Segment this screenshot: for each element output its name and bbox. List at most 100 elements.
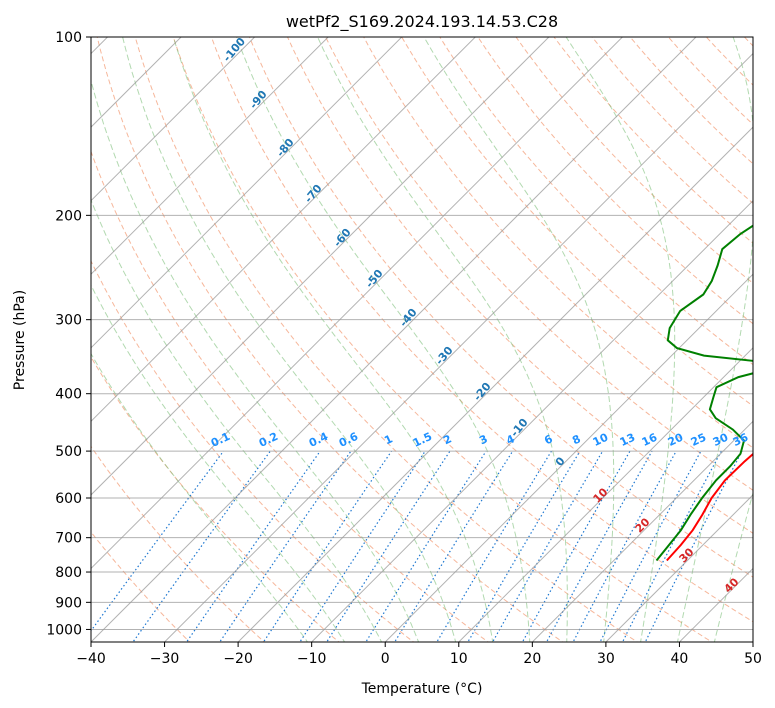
mixing-ratio-line (599, 450, 702, 642)
chart-title: wetPf2_S169.2024.193.14.53.C28 (286, 12, 558, 32)
isotherm-line (237, 126, 753, 642)
dry-adiabat-line (477, 37, 753, 325)
y-axis: 1000 900 800 700 600 500 400 300 200 100 (46, 30, 91, 638)
y-axis-title: Pressure (hPa) (12, 290, 28, 390)
moist-adiabat-line (423, 37, 615, 642)
mixing-ratio-line (621, 450, 722, 642)
x-tick-label: −40 (76, 651, 106, 667)
moist-adiabat-line (122, 37, 457, 642)
isotherm-line (91, 37, 329, 275)
moist-adiabat-label: -40 (397, 306, 420, 330)
mixing-ratio-line (132, 450, 271, 642)
dry-adiabat-line (91, 531, 191, 642)
moist-adiabat-line (91, 352, 309, 642)
adiabat-labels: -100-90-80-70-60-50-40-30-20-1000.1 0.2 0.… (209, 35, 751, 596)
isotherm-line (752, 641, 753, 642)
y-tick-label: 300 (55, 313, 82, 329)
mixing-ratio-label: 13 (618, 431, 637, 449)
mixing-ratio-line (365, 450, 487, 642)
isotherm-line (91, 37, 697, 642)
mixing-ratio-line (325, 450, 451, 642)
x-tick-label: 20 (523, 651, 541, 667)
moist-adiabat-line (317, 37, 568, 642)
moist-adiabat-label: -20 (471, 380, 494, 404)
y-tick-label: 1000 (46, 622, 82, 638)
mixing-ratio-line (262, 450, 392, 642)
moist-adiabat-label: -50 (363, 267, 386, 291)
isotherm-line (91, 37, 256, 202)
temperature-profile-line (666, 452, 753, 562)
dry-adiabat-line (91, 150, 489, 642)
dry-adiabat-line (769, 24, 775, 645)
moist-adiabat-label: 0 (553, 454, 568, 468)
isotherm-line (458, 347, 753, 642)
x-tick-label: −30 (150, 651, 180, 667)
mixing-ratio-line (299, 450, 426, 642)
dry-adiabat-line (401, 37, 753, 407)
y-tick-label: 600 (55, 491, 82, 507)
moist-adiabat-line (713, 491, 753, 642)
moist-adiabat-line (565, 37, 676, 642)
isotherm-line (91, 37, 550, 496)
dry-adiabat-label: 40 (722, 575, 742, 595)
moist-adiabat-label: -70 (302, 182, 325, 206)
isotherm-line (91, 37, 477, 423)
mixing-ratio-label: 25 (689, 431, 708, 449)
mixing-ratio-label: 10 (591, 431, 611, 449)
mixing-ratio-label: 8 (570, 432, 582, 447)
x-axis: −40 −30 −20 −10 0 10 20 30 40 50 (76, 642, 762, 667)
moist-adiabat-line (91, 198, 383, 642)
x-axis-title: Temperature (°C) (361, 681, 483, 697)
dry-adiabat-line (705, 37, 753, 86)
moist-adiabat-line (172, 37, 494, 642)
y-tick-label: 500 (55, 444, 82, 460)
mixing-ratio-line (644, 450, 743, 642)
isotherm-line (91, 37, 403, 349)
mixing-ratio-line (394, 450, 514, 642)
isotherm-isobar-grid (91, 37, 753, 642)
moist-adiabat-label: -60 (331, 226, 354, 250)
dry-adiabat-line (172, 37, 713, 642)
mixing-ratio-label: 20 (666, 431, 686, 449)
x-tick-label: −20 (223, 651, 253, 667)
mixing-ratio-label: 1.5 (411, 430, 434, 450)
dry-adiabat-line (363, 37, 753, 449)
moist-adiabat-label: -80 (274, 136, 297, 160)
y-tick-label: 900 (55, 595, 82, 611)
mixing-ratio-line (572, 450, 677, 642)
x-tick-label: 30 (597, 651, 615, 667)
x-tick-label: 0 (381, 651, 390, 667)
mixing-ratio-line (467, 450, 581, 642)
dry-adiabat-line (439, 37, 753, 366)
moist-adiabat-line (236, 37, 531, 642)
profile-lines (655, 224, 753, 562)
moist-adiabat-label: -100 (220, 35, 248, 65)
dry-adiabat-line (91, 259, 415, 642)
dry-adiabat-line (591, 37, 753, 204)
isotherm-line (605, 494, 753, 642)
mixing-ratio-label: 6 (542, 432, 555, 447)
dry-adiabat-line (515, 37, 753, 284)
y-tick-label: 200 (55, 208, 82, 224)
dry-adiabat-line (91, 445, 266, 642)
mixing-ratio-label: 3 (477, 432, 489, 447)
x-tick-label: −10 (297, 651, 327, 667)
plot-frame (90, 36, 754, 643)
isotherm-line (384, 273, 753, 642)
mixing-ratio-label: 36 (731, 431, 751, 449)
mixing-ratio-label: 0.4 (307, 430, 330, 450)
dry-adiabat-label: 20 (633, 515, 653, 535)
mixing-ratio-label: 30 (711, 431, 731, 449)
mixing-ratio-line (91, 450, 224, 632)
x-tick-label: 50 (744, 651, 762, 667)
mixing-ratio-label: 16 (640, 431, 660, 449)
mixing-ratio-label: 1 (382, 432, 394, 447)
isotherm-line (163, 52, 753, 642)
dry-adiabat-label: 10 (591, 485, 611, 505)
dewpoint-profile-line (655, 224, 753, 562)
y-tick-label: 700 (55, 531, 82, 547)
isotherm-line (91, 37, 624, 570)
x-tick-label: 40 (671, 651, 689, 667)
isotherm-line (91, 37, 182, 128)
